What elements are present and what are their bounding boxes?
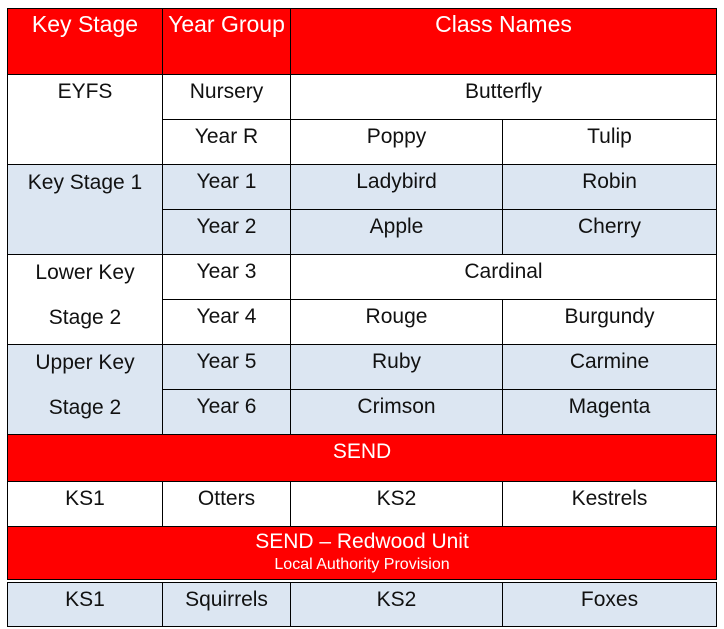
table-row: Year 4 Rouge Burgundy [8,299,718,345]
table-row: Year R Poppy Tulip [8,119,718,165]
table-row: Key Stage 1 Year 1 Ladybird Robin [7,164,718,255]
send-header-row: SEND [6,434,718,482]
year-cell: Year 3 [162,254,291,300]
year-cell: Year 2 [162,209,291,255]
header-year-group: Year Group [162,8,291,75]
class-cell: Cherry [501,209,718,255]
table-row: Year 6 Crimson Magenta [8,389,718,435]
send-cell: Otters [162,481,291,527]
stage-cell: Key Stage 1 [7,164,163,255]
header-key-stage: Key Stage [7,8,163,75]
send-cell: KS2 [290,481,503,527]
class-cell: Apple [290,209,503,255]
header-row: Key Stage Year Group Class Names [7,8,718,75]
class-cell: Poppy [290,119,503,165]
stage-label: Upper Key Stage 2 [35,351,135,419]
header-class-names: Class Names [289,8,718,75]
year-cell: Year 5 [162,344,291,390]
class-cell: Cardinal [289,254,718,300]
class-cell: Tulip [501,119,718,165]
table-row: KS1 Otters KS2 Kestrels [7,481,718,527]
class-cell: Burgundy [501,299,718,345]
class-cell: Ladybird [290,164,503,210]
send-title: SEND [6,434,718,482]
stage-cell: Lower Key Stage 2 [7,254,163,345]
class-cell: Magenta [501,389,718,435]
redwood-cell: KS2 [290,580,503,627]
stage-cell: EYFS [7,74,163,165]
class-names-table: Key Stage Year Group Class Names EYFS Nu… [6,8,718,627]
year-cell: Year 1 [162,164,291,210]
redwood-header-row: SEND – Redwood Unit Local Authority Prov… [6,526,718,583]
class-cell: Crimson [290,389,503,435]
table-row: Upper Key Stage 2 Year 5 Ruby Carmine [7,344,718,435]
redwood-cell: Foxes [501,580,718,627]
table-row: EYFS Nursery Butterfly [7,74,718,165]
send-cell: Kestrels [501,481,718,527]
year-cell: Year 4 [162,299,291,345]
stage-label: Lower Key Stage 2 [35,261,135,329]
table-row: Year 2 Apple Cherry [8,209,718,255]
stage-label: Key Stage 1 [27,171,143,194]
year-cell: Year R [162,119,291,165]
redwood-header: SEND – Redwood Unit Local Authority Prov… [6,526,718,583]
redwood-cell: KS1 [7,580,163,627]
class-cell: Rouge [290,299,503,345]
table-row: Lower Key Stage 2 Year 3 Cardinal [7,254,718,345]
redwood-cell: Squirrels [162,580,291,627]
class-cell: Robin [501,164,718,210]
class-cell: Butterfly [289,74,718,120]
year-cell: Year 6 [162,389,291,435]
class-cell: Ruby [290,344,503,390]
redwood-title: SEND – Redwood Unit [255,530,469,553]
send-cell: KS1 [7,481,163,527]
class-cell: Carmine [501,344,718,390]
stage-cell: Upper Key Stage 2 [7,344,163,435]
table-row: KS1 Squirrels KS2 Foxes [7,580,718,627]
year-cell: Nursery [162,74,291,120]
redwood-subtitle: Local Authority Provision [274,556,450,573]
